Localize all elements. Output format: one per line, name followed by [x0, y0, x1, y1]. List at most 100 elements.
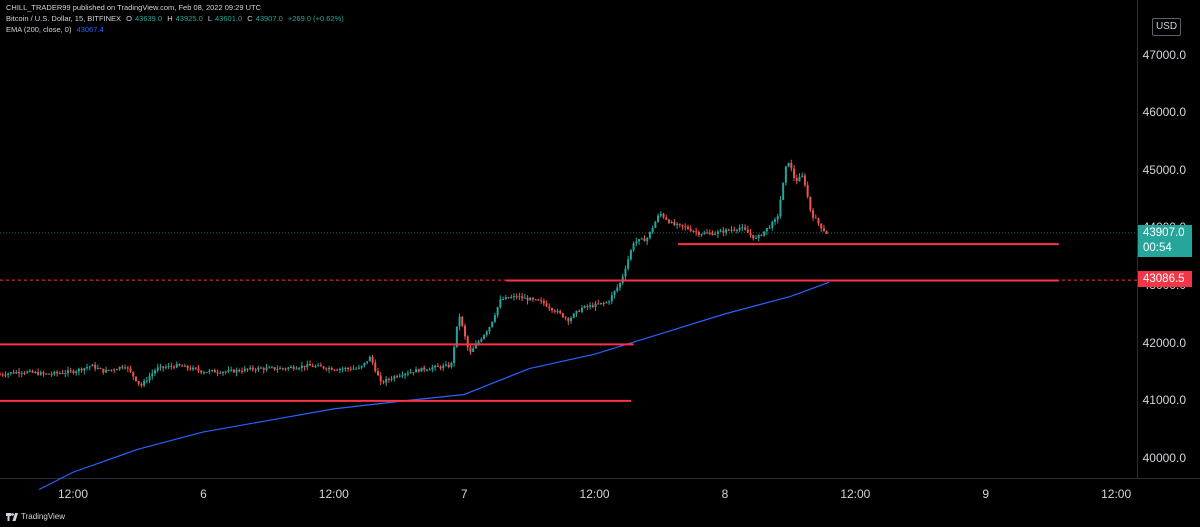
- candle: [270, 367, 273, 369]
- candle: [551, 308, 554, 311]
- candle: [659, 213, 662, 216]
- candle: [251, 367, 254, 370]
- candle: [629, 250, 632, 260]
- candle: [134, 376, 137, 382]
- candle: [241, 371, 244, 373]
- candle: [232, 369, 235, 373]
- x-tick-label: 6: [200, 487, 207, 501]
- candle: [648, 231, 651, 239]
- candle: [415, 369, 418, 373]
- candle: [374, 362, 377, 372]
- candle: [292, 366, 295, 369]
- candle: [202, 372, 205, 374]
- candle: [257, 367, 260, 370]
- close-label: C: [247, 14, 253, 23]
- candle: [474, 344, 477, 349]
- candle: [619, 282, 622, 288]
- ema-value: 43067.4: [76, 25, 104, 34]
- candle: [744, 227, 747, 230]
- candle: [1, 374, 4, 376]
- candle: [181, 365, 184, 367]
- candle: [336, 369, 339, 371]
- candle: [105, 369, 108, 373]
- candle: [7, 373, 10, 376]
- candle: [314, 366, 317, 368]
- candle: [284, 368, 287, 370]
- candle: [61, 373, 64, 375]
- tradingview-icon: [6, 512, 18, 521]
- candle: [610, 295, 613, 302]
- candle: [42, 372, 45, 374]
- candle: [469, 347, 472, 352]
- candle: [814, 217, 817, 219]
- candle: [398, 375, 401, 377]
- candle: [186, 365, 189, 369]
- candle: [795, 177, 798, 182]
- candle: [738, 227, 741, 230]
- candle: [148, 376, 151, 381]
- candle: [96, 368, 99, 370]
- candle: [276, 369, 279, 371]
- candle: [529, 297, 532, 301]
- candle: [746, 229, 749, 233]
- candle: [412, 372, 415, 374]
- currency-button[interactable]: USD: [1152, 18, 1181, 36]
- candle: [488, 327, 491, 332]
- candle: [763, 231, 766, 236]
- candle: [673, 222, 676, 226]
- candle: [189, 368, 192, 370]
- candle: [175, 364, 178, 368]
- candle: [444, 364, 447, 366]
- candle: [102, 368, 105, 373]
- candle: [735, 229, 738, 231]
- candle: [692, 231, 695, 233]
- candle: [741, 227, 744, 229]
- candle: [390, 378, 393, 380]
- candle: [66, 370, 69, 374]
- candle: [447, 364, 450, 368]
- candle: [665, 217, 668, 220]
- candle: [246, 368, 249, 370]
- candle: [504, 297, 507, 300]
- candle: [559, 310, 562, 314]
- open-value: 43639.0: [134, 14, 163, 23]
- candle: [129, 368, 132, 372]
- candle: [515, 296, 518, 298]
- candle: [466, 336, 469, 348]
- candle: [145, 380, 148, 382]
- candle: [635, 241, 638, 244]
- close-value: 43907.0: [255, 14, 283, 23]
- candle: [344, 367, 347, 369]
- candle: [417, 369, 420, 372]
- candle: [597, 303, 600, 305]
- candle: [708, 232, 711, 234]
- candle: [521, 296, 524, 299]
- candle: [360, 365, 363, 368]
- candle: [341, 368, 344, 370]
- candle: [523, 297, 526, 299]
- candle: [790, 162, 793, 169]
- candle: [53, 371, 56, 375]
- candle: [510, 297, 513, 299]
- candle: [45, 373, 48, 375]
- candle: [817, 218, 820, 224]
- candle: [771, 221, 774, 228]
- candle: [428, 369, 431, 371]
- candle: [173, 366, 176, 368]
- candle: [434, 365, 437, 368]
- candle: [461, 316, 464, 326]
- candle: [657, 215, 660, 222]
- candle: [183, 365, 186, 367]
- candle: [88, 366, 91, 368]
- candle: [178, 364, 181, 366]
- x-tick-label: 7: [460, 487, 468, 501]
- candle: [368, 356, 371, 362]
- candle: [69, 370, 72, 372]
- low-label: L: [207, 14, 213, 23]
- candle: [83, 368, 86, 371]
- tradingview-logo[interactable]: TradingView: [6, 512, 65, 521]
- candle: [162, 366, 165, 368]
- x-tick-label: 12:00: [579, 487, 610, 501]
- candle: [749, 232, 752, 235]
